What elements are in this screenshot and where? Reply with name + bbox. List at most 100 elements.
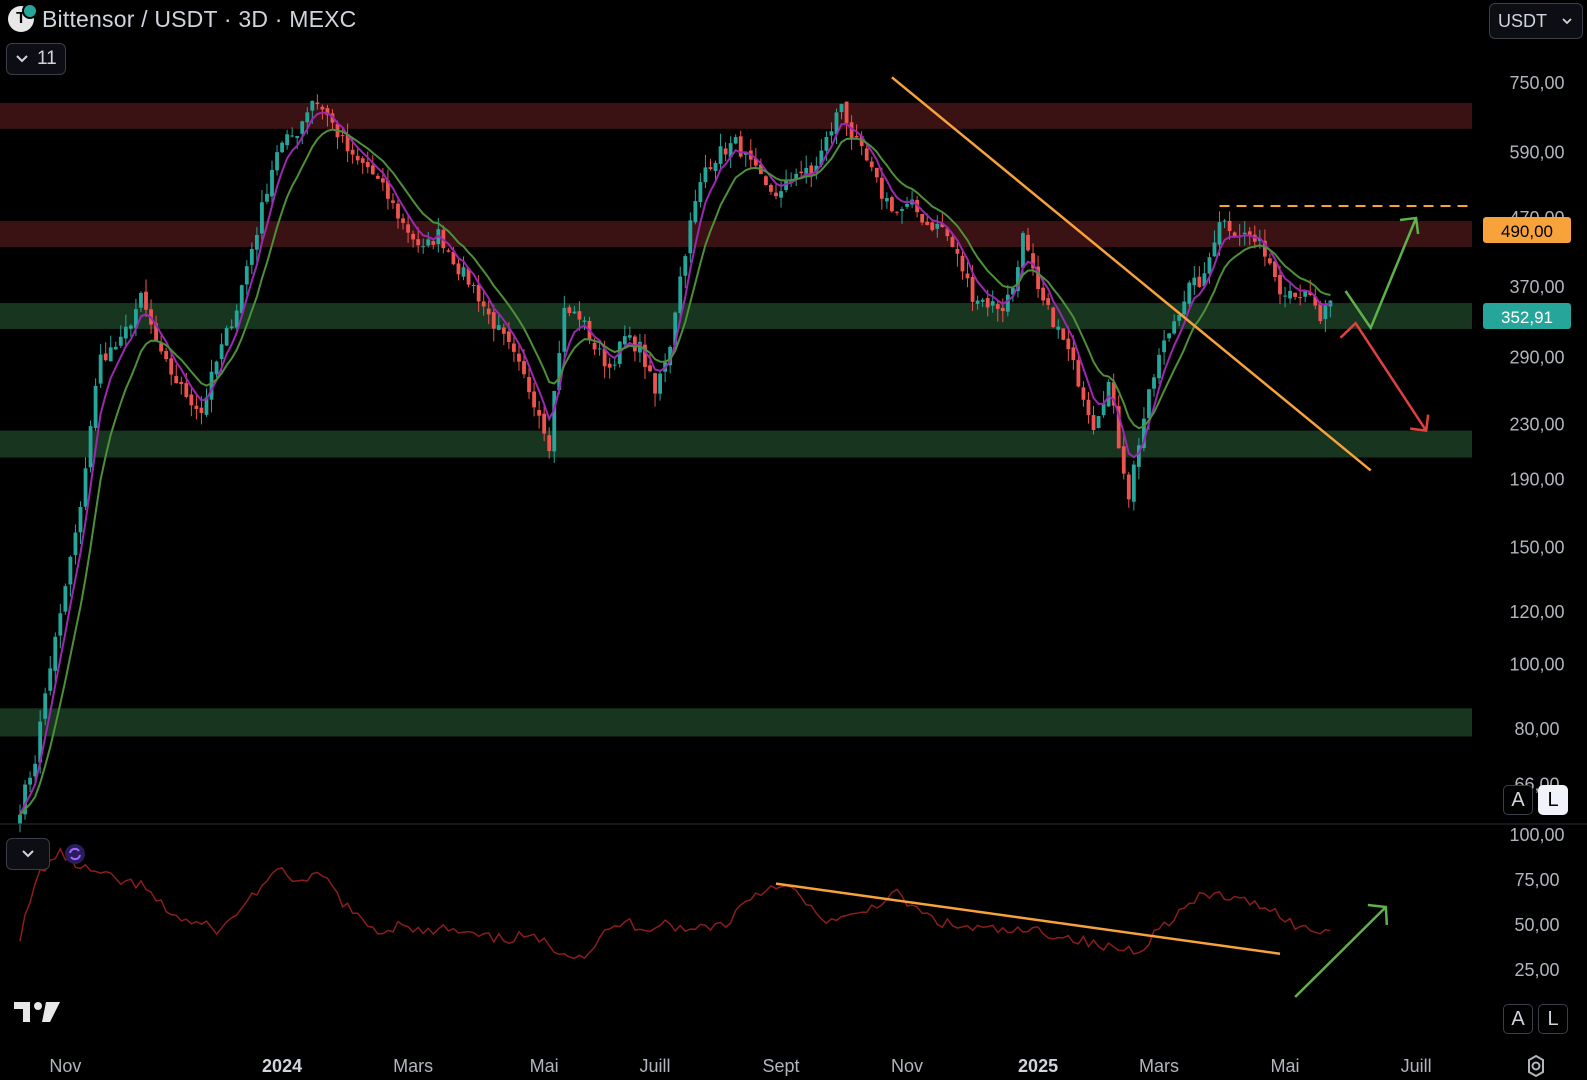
rsi-tick-3: 25,00 bbox=[1514, 960, 1559, 980]
price-axis[interactable]: 900,00750,00590,00470,00370,00290,00230,… bbox=[1509, 20, 1564, 794]
candle-50 bbox=[270, 160, 274, 205]
candle-142 bbox=[733, 134, 738, 145]
candle-165 bbox=[849, 115, 854, 150]
candle-74 bbox=[391, 193, 395, 209]
candle-139 bbox=[718, 133, 723, 172]
time-tick-5: Sept bbox=[763, 1056, 800, 1076]
candle-47 bbox=[254, 227, 259, 263]
candle-169 bbox=[869, 156, 874, 172]
candle-172 bbox=[884, 192, 889, 209]
candle-43 bbox=[234, 304, 239, 331]
candle-123 bbox=[638, 333, 642, 363]
candle-54 bbox=[290, 127, 295, 138]
candle-110 bbox=[572, 306, 577, 314]
candle-158 bbox=[814, 156, 819, 180]
candle-138 bbox=[713, 160, 718, 183]
candle-183 bbox=[940, 211, 945, 228]
candle-9 bbox=[63, 583, 68, 615]
candle-120 bbox=[622, 325, 627, 346]
candle-125 bbox=[648, 353, 652, 373]
indicator-count: 11 bbox=[37, 48, 57, 69]
rsi-sync-icon[interactable] bbox=[64, 843, 86, 865]
candle-191 bbox=[980, 297, 985, 308]
candle-216 bbox=[1106, 379, 1111, 407]
candle-137 bbox=[708, 158, 713, 171]
candle-251 bbox=[1283, 286, 1287, 308]
candle-182 bbox=[935, 215, 940, 238]
candle-207 bbox=[1061, 328, 1066, 341]
candle-106 bbox=[552, 390, 557, 463]
price-tick-1: 750,00 bbox=[1509, 73, 1564, 93]
rsi-pane-toggle-button[interactable] bbox=[6, 838, 50, 870]
candle-7 bbox=[53, 632, 58, 683]
candle-41 bbox=[224, 325, 229, 346]
time-tick-0: Nov bbox=[49, 1056, 81, 1076]
log-scale-button[interactable]: L bbox=[1538, 785, 1568, 815]
candle-28 bbox=[159, 335, 164, 355]
chevron-down-icon bbox=[16, 55, 28, 63]
candle-163 bbox=[839, 103, 844, 120]
candle-194 bbox=[995, 299, 1000, 322]
candle-208 bbox=[1066, 326, 1071, 361]
time-tick-6: Nov bbox=[891, 1056, 923, 1076]
currency-select[interactable]: USDT bbox=[1489, 3, 1583, 39]
candle-117 bbox=[607, 357, 612, 379]
candle-237 bbox=[1212, 230, 1217, 257]
rsi-axis[interactable]: 100,00 75,00 50,00 25,00 bbox=[1509, 825, 1564, 980]
candle-240 bbox=[1227, 211, 1232, 240]
candle-202 bbox=[1036, 255, 1040, 298]
candle-235 bbox=[1202, 262, 1207, 289]
candle-69 bbox=[365, 151, 370, 174]
candle-141 bbox=[728, 136, 733, 169]
candle-210 bbox=[1076, 351, 1081, 388]
candle-185 bbox=[950, 234, 955, 248]
candle-164 bbox=[844, 101, 849, 136]
candle-82 bbox=[431, 239, 436, 250]
candle-222 bbox=[1136, 438, 1141, 480]
candle-95 bbox=[496, 312, 501, 331]
candle-22 bbox=[128, 324, 133, 337]
marked-level-label-bg bbox=[1483, 217, 1571, 243]
candle-233 bbox=[1192, 266, 1197, 295]
candle-39 bbox=[214, 360, 219, 378]
price-tick-4: 370,00 bbox=[1509, 277, 1564, 297]
gear-icon[interactable] bbox=[1524, 1054, 1548, 1078]
rsi-tick-1: 75,00 bbox=[1514, 870, 1559, 890]
support-zone-4 bbox=[0, 708, 1472, 737]
candle-198 bbox=[1016, 260, 1020, 298]
candle-136 bbox=[703, 154, 708, 189]
candle-188 bbox=[965, 261, 970, 288]
chevron-down-icon bbox=[1562, 18, 1572, 25]
time-axis[interactable]: Nov 2024 Mars Mai Juill Sept Nov 2025 Mars Mai Jui… bbox=[49, 1056, 1431, 1076]
candle-37 bbox=[204, 388, 209, 417]
candle-173 bbox=[890, 195, 894, 213]
support-zone-3 bbox=[0, 430, 1472, 458]
candle-61 bbox=[325, 104, 330, 127]
candle-56 bbox=[300, 120, 305, 145]
candle-226 bbox=[1157, 348, 1161, 384]
rsi-log-scale-button[interactable]: L bbox=[1538, 1004, 1568, 1034]
symbol-header[interactable]: T Bittensor / USDT · 3D · MEXC bbox=[8, 3, 357, 34]
candle-175 bbox=[900, 206, 904, 224]
candle-213 bbox=[1091, 405, 1096, 435]
candle-1 bbox=[23, 780, 27, 820]
indicators-toggle-button[interactable]: 11 bbox=[6, 43, 66, 75]
candle-16 bbox=[98, 344, 103, 389]
tradingview-logo-icon[interactable] bbox=[14, 998, 62, 1026]
candle-200 bbox=[1026, 228, 1030, 252]
candle-68 bbox=[360, 156, 365, 175]
candle-181 bbox=[930, 221, 935, 232]
rsi-auto-scale-button[interactable]: A bbox=[1503, 1004, 1533, 1034]
candle-46 bbox=[249, 242, 254, 275]
candle-135 bbox=[698, 173, 703, 208]
candle-0 bbox=[18, 804, 22, 833]
candle-231 bbox=[1182, 290, 1187, 320]
candle-90 bbox=[471, 282, 476, 294]
candle-10 bbox=[68, 555, 73, 597]
candle-11 bbox=[73, 524, 78, 565]
symbol-title[interactable]: Bittensor / USDT · 3D · MEXC bbox=[42, 5, 357, 32]
auto-scale-button[interactable]: A bbox=[1503, 785, 1533, 815]
drawings bbox=[891, 76, 1472, 472]
candle-255 bbox=[1303, 289, 1308, 303]
